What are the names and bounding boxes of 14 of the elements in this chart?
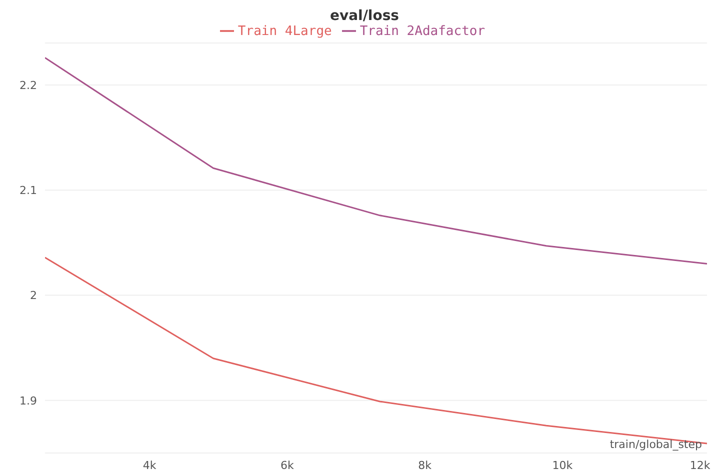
x-tick-label: 10k: [552, 458, 574, 472]
legend-label: Train 4Large: [238, 24, 332, 39]
y-tick-label: 1.9: [20, 394, 37, 408]
y-tick-label: 2: [30, 289, 37, 302]
legend-label: Train 2Adafactor: [360, 24, 486, 39]
chart-title: eval/loss: [328, 8, 400, 25]
y-tick-label: 2.2: [20, 78, 37, 92]
line-series: [45, 56, 707, 265]
x-tick-label: 8k: [418, 458, 432, 472]
x-tick-label: 12k: [690, 458, 711, 472]
y-tick-label: 2.1: [20, 184, 37, 198]
x-tick-label: 4k: [142, 458, 157, 472]
x-tick-label: 6k: [280, 458, 295, 472]
x-axis-title: train/global_step: [610, 438, 702, 451]
